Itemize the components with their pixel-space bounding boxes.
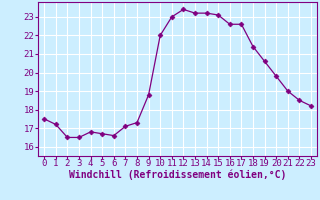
X-axis label: Windchill (Refroidissement éolien,°C): Windchill (Refroidissement éolien,°C) [69, 169, 286, 180]
